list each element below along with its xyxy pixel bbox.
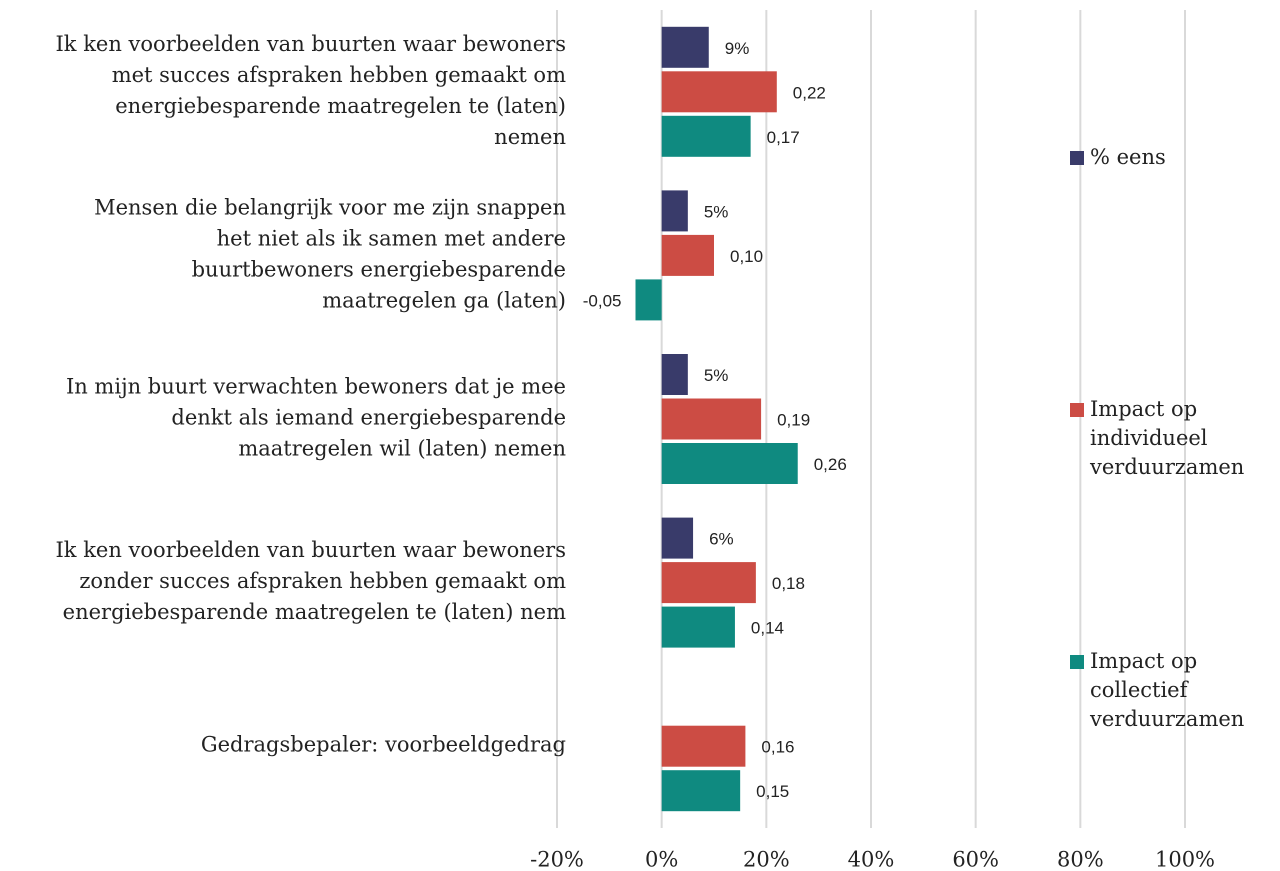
value-label: -0,05 bbox=[583, 291, 622, 310]
category-label: Mensen die belangrijk voor me zijn snapp… bbox=[94, 195, 566, 219]
category-label: Gedragsbepaler: voorbeeldgedrag bbox=[201, 733, 566, 757]
value-label: 0,15 bbox=[756, 782, 789, 801]
legend-swatch bbox=[1070, 403, 1084, 417]
bar bbox=[661, 725, 746, 767]
category-label: buurtbewoners energiebesparende bbox=[192, 257, 566, 281]
bar bbox=[661, 517, 694, 559]
value-label: 0,14 bbox=[751, 619, 784, 638]
bar bbox=[661, 234, 714, 276]
bar bbox=[661, 398, 762, 440]
x-tick-label: 80% bbox=[1057, 848, 1104, 871]
bar bbox=[661, 443, 798, 484]
category-label: energiebesparende maatregelen te (laten)… bbox=[63, 600, 566, 624]
category-label: Ik ken voorbeelden van buurten waar bewo… bbox=[56, 538, 567, 562]
bar bbox=[661, 71, 777, 113]
x-tick-label: 100% bbox=[1155, 848, 1215, 871]
bar bbox=[661, 770, 741, 812]
bar bbox=[661, 190, 688, 232]
x-tick-label: 60% bbox=[952, 848, 999, 871]
legend-entry: Impact op individueel verduurzamen bbox=[1070, 395, 1270, 482]
category-label: het niet als ik samen met andere bbox=[217, 226, 566, 250]
value-label: 5% bbox=[704, 202, 729, 221]
category-label: zonder succes afspraken hebben gemaakt o… bbox=[79, 569, 566, 593]
value-label: 0,22 bbox=[793, 83, 826, 102]
category-label: nemen bbox=[494, 125, 566, 149]
category-label: maatregelen ga (laten) bbox=[322, 288, 566, 312]
value-label: 0,16 bbox=[761, 738, 794, 757]
value-label: 9% bbox=[725, 39, 750, 58]
category-label: met succes afspraken hebben gemaakt om bbox=[112, 63, 566, 87]
x-tick-label: 0% bbox=[645, 848, 678, 871]
category-label: maatregelen wil (laten) nemen bbox=[238, 437, 566, 461]
bar bbox=[661, 354, 688, 395]
bar bbox=[661, 606, 735, 648]
legend-label: % eens bbox=[1090, 145, 1166, 169]
bar bbox=[661, 562, 756, 604]
bar bbox=[661, 115, 751, 157]
legend-swatch bbox=[1070, 151, 1084, 165]
value-label: 6% bbox=[709, 530, 734, 549]
legend-label: Impact op collectief verduurzamen bbox=[1090, 649, 1245, 731]
bar bbox=[635, 279, 662, 321]
legend-entry: Impact op collectief verduurzamen bbox=[1070, 647, 1270, 734]
x-tick-label: 40% bbox=[848, 848, 895, 871]
legend-entry: % eens bbox=[1070, 143, 1270, 172]
value-label: 0,18 bbox=[772, 574, 805, 593]
category-label: In mijn buurt verwachten bewoners dat je… bbox=[66, 375, 566, 399]
value-label: 5% bbox=[704, 366, 729, 385]
x-tick-label: 20% bbox=[743, 848, 790, 871]
legend-swatch bbox=[1070, 655, 1084, 669]
category-label: energiebesparende maatregelen te (laten) bbox=[115, 94, 566, 118]
value-label: 0,10 bbox=[730, 247, 763, 266]
bar bbox=[661, 26, 709, 68]
category-label: Ik ken voorbeelden van buurten waar bewo… bbox=[56, 32, 567, 56]
x-tick-label: -20% bbox=[530, 848, 584, 871]
legend-label: Impact op individueel verduurzamen bbox=[1090, 397, 1245, 479]
value-label: 0,26 bbox=[814, 455, 847, 474]
value-label: 0,17 bbox=[767, 128, 800, 147]
value-label: 0,19 bbox=[777, 410, 810, 429]
category-label: denkt als iemand energiebesparende bbox=[171, 406, 566, 430]
